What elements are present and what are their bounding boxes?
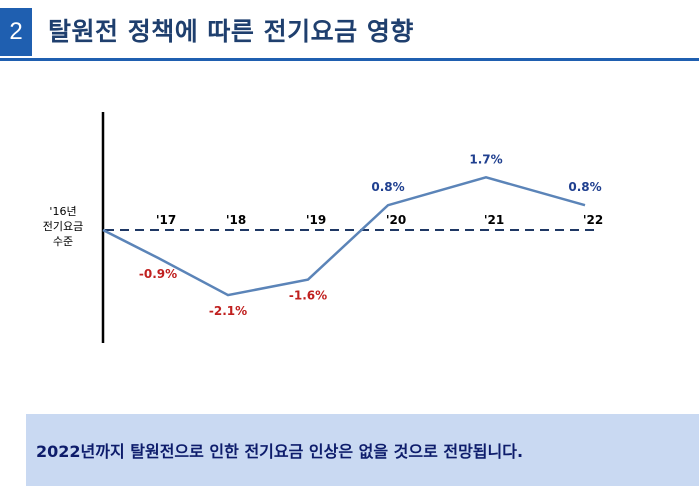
title-divider (0, 58, 699, 61)
x-tick-labels: '17 '18 '19 '20 '21 '22 (156, 213, 603, 227)
data-label: -1.6% (289, 289, 327, 303)
baseline-label-line: 수준 (53, 235, 73, 248)
value-labels: -0.9% -2.1% -1.6% 0.8% 1.7% 0.8% (139, 152, 602, 318)
conclusion-text: 2022년까지 탈원전으로 인한 전기요금 인상은 없을 것으로 전망됩니다. (36, 442, 524, 461)
x-tick-label: '22 (583, 213, 603, 227)
baseline-label-line: 전기요금 (43, 220, 83, 233)
baseline-label-line: '16년 (49, 205, 76, 218)
conclusion-box: 2022년까지 탈원전으로 인한 전기요금 인상은 없을 것으로 전망됩니다. (26, 414, 699, 486)
data-label: 0.8% (371, 180, 404, 194)
data-label: 0.8% (568, 180, 601, 194)
x-tick-label: '18 (226, 213, 246, 227)
x-tick-label: '21 (484, 213, 504, 227)
x-tick-label: '20 (386, 213, 406, 227)
data-label: -2.1% (209, 304, 247, 318)
electricity-rate-chart: '16년 전기요금 수준 '17 '18 '19 '20 '21 '22 -0.9% -2.… (43, 112, 603, 343)
data-label: -0.9% (139, 267, 177, 281)
rate-change-line (102, 176, 586, 297)
slide-title: 탈원전 정책에 따른 전기요금 영향 (48, 17, 414, 46)
slide-number: 2 (0, 8, 32, 56)
data-label: 1.7% (469, 152, 502, 166)
x-tick-label: '19 (306, 213, 326, 227)
x-tick-label: '17 (156, 213, 176, 227)
